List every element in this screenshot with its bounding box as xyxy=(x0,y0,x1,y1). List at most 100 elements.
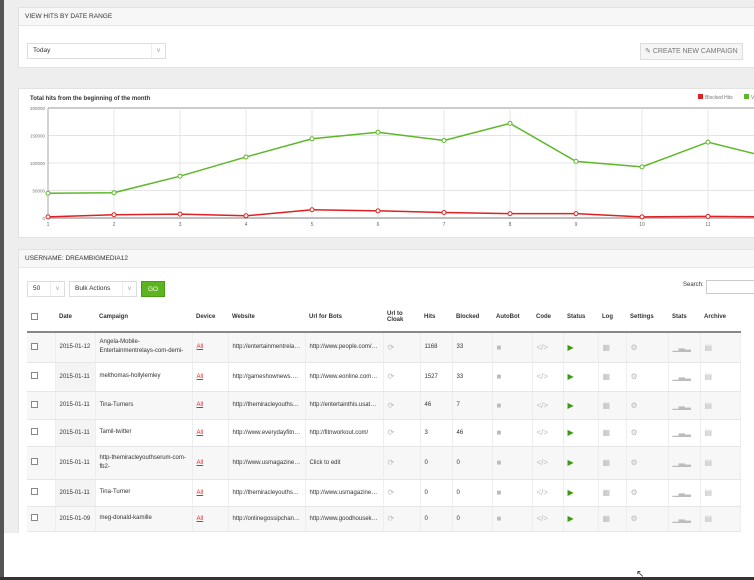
autobot-android-icon[interactable]: ■ xyxy=(496,514,502,523)
code-icon[interactable]: </> xyxy=(536,342,549,352)
stats-chart-cell[interactable]: ▁▃▂ xyxy=(668,419,701,447)
column-header-date[interactable]: Date xyxy=(55,303,95,333)
code-cell[interactable]: </> xyxy=(532,391,564,420)
data-point[interactable] xyxy=(507,120,513,126)
data-point[interactable] xyxy=(111,190,117,196)
settings-gear-cell[interactable]: ⚙ xyxy=(626,362,669,392)
log-icon[interactable]: ▦ xyxy=(602,488,611,497)
campaign-cell[interactable]: http-themiracleyouthserum-com-fb2- xyxy=(95,446,193,480)
play-cell[interactable]: ▶ xyxy=(563,332,599,363)
archive-cell[interactable]: ▤ xyxy=(700,391,741,420)
log-icon[interactable]: ▦ xyxy=(602,342,611,352)
device-link[interactable]: All xyxy=(196,429,204,436)
code-cell[interactable]: </> xyxy=(532,419,564,447)
stats-chart-cell[interactable]: ▁▃▂ xyxy=(668,332,701,363)
settings-gear-icon[interactable]: ⚙ xyxy=(630,342,638,352)
settings-gear-cell[interactable]: ⚙ xyxy=(626,419,669,447)
stats-chart-cell[interactable]: ▁▃▂ xyxy=(668,506,701,532)
url-for-bots-cell[interactable]: http://www.goodhousekee... xyxy=(305,506,384,532)
device-cell[interactable]: All xyxy=(192,332,229,363)
code-icon[interactable]: </> xyxy=(536,428,549,437)
data-point[interactable] xyxy=(45,190,51,196)
column-header-url-for-bots[interactable]: Url for Bots xyxy=(305,303,383,333)
log-cell[interactable]: ▦ xyxy=(598,391,627,420)
play-cell[interactable]: ▶ xyxy=(563,479,599,507)
url-to-cloak-cell[interactable]: ⟳ xyxy=(383,362,421,392)
settings-gear-icon[interactable]: ⚙ xyxy=(630,514,638,523)
url-for-bots-cell[interactable]: http://www.eonline.com/n... xyxy=(305,362,384,392)
create-campaign-button[interactable]: ✎ CREATE NEW CAMPAIGN xyxy=(640,43,743,60)
column-header-hits[interactable]: Hits xyxy=(420,303,452,333)
data-point[interactable] xyxy=(705,139,711,145)
code-cell[interactable]: </> xyxy=(532,362,564,392)
code-cell[interactable]: </> xyxy=(532,506,564,532)
log-icon[interactable]: ▦ xyxy=(602,428,611,437)
refresh-icon[interactable]: ⟳ xyxy=(387,428,395,437)
refresh-icon[interactable]: ⟳ xyxy=(387,458,395,467)
play-cell[interactable]: ▶ xyxy=(563,446,599,480)
data-point[interactable] xyxy=(441,137,447,143)
log-cell[interactable]: ▦ xyxy=(598,419,627,447)
play-cell[interactable]: ▶ xyxy=(563,419,599,447)
code-cell[interactable]: </> xyxy=(532,446,564,480)
autobot-android-icon[interactable]: ■ xyxy=(496,428,502,437)
stats-chart-icon[interactable]: ▁▃▂ xyxy=(672,488,691,497)
autobot-android-cell[interactable]: ■ xyxy=(492,446,533,480)
log-icon[interactable]: ▦ xyxy=(602,458,611,467)
data-point[interactable] xyxy=(507,211,513,217)
url-to-cloak-cell[interactable]: ⟳ xyxy=(383,446,421,480)
data-point[interactable] xyxy=(375,129,381,135)
url-for-bots-cell[interactable]: http://www.usmagazine.c... xyxy=(305,479,384,507)
play-icon[interactable]: ▶ xyxy=(567,488,574,497)
autobot-android-cell[interactable]: ■ xyxy=(492,506,533,532)
column-header-autobot[interactable]: AutoBot xyxy=(492,303,532,333)
legend-label[interactable]: Blocked Hits xyxy=(705,95,733,101)
row-checkbox[interactable] xyxy=(27,446,56,480)
column-header-log[interactable]: Log xyxy=(598,303,626,333)
device-cell[interactable]: All xyxy=(192,506,229,532)
refresh-icon[interactable]: ⟳ xyxy=(387,400,395,410)
play-cell[interactable]: ▶ xyxy=(563,362,599,392)
data-point[interactable] xyxy=(111,212,117,218)
column-header-code[interactable]: Code xyxy=(532,303,563,333)
device-cell[interactable]: All xyxy=(192,479,229,507)
device-cell[interactable]: All xyxy=(192,446,229,480)
website-cell[interactable]: http://themiracleyouthser... xyxy=(228,479,306,507)
code-icon[interactable]: </> xyxy=(536,514,549,523)
log-cell[interactable]: ▦ xyxy=(598,332,627,363)
autobot-android-cell[interactable]: ■ xyxy=(492,332,533,363)
log-cell[interactable]: ▦ xyxy=(598,479,627,507)
log-cell[interactable]: ▦ xyxy=(598,446,627,480)
log-cell[interactable]: ▦ xyxy=(598,362,627,392)
autobot-android-cell[interactable]: ■ xyxy=(492,419,533,447)
archive-cell[interactable]: ▤ xyxy=(700,506,741,532)
play-icon[interactable]: ▶ xyxy=(567,400,574,410)
row-checkbox[interactable] xyxy=(27,391,56,420)
settings-gear-cell[interactable]: ⚙ xyxy=(626,391,669,420)
data-point[interactable] xyxy=(639,214,645,220)
url-to-cloak-cell[interactable]: ⟳ xyxy=(383,419,421,447)
column-header-stats[interactable]: Stats xyxy=(668,303,700,333)
settings-gear-icon[interactable]: ⚙ xyxy=(630,488,638,497)
search-input[interactable] xyxy=(706,280,754,294)
url-to-cloak-cell[interactable]: ⟳ xyxy=(383,332,421,363)
data-point[interactable] xyxy=(243,154,249,160)
archive-icon[interactable]: ▤ xyxy=(704,428,713,437)
column-header-status[interactable]: Status xyxy=(563,303,598,333)
device-cell[interactable]: All xyxy=(192,362,229,392)
refresh-icon[interactable]: ⟳ xyxy=(387,342,395,352)
archive-icon[interactable]: ▤ xyxy=(704,514,713,523)
data-point[interactable] xyxy=(705,213,711,219)
legend-label[interactable]: Valid Hits xyxy=(751,95,754,101)
url-to-cloak-cell[interactable]: ⟳ xyxy=(383,479,421,507)
data-point[interactable] xyxy=(309,207,315,213)
autobot-android-cell[interactable]: ■ xyxy=(492,479,533,507)
url-to-cloak-cell[interactable]: ⟳ xyxy=(383,506,421,532)
campaign-cell[interactable]: Tina-Turners xyxy=(95,391,193,420)
data-point[interactable] xyxy=(243,213,249,219)
url-for-bots-cell[interactable]: Click to edit xyxy=(305,446,384,480)
play-icon[interactable]: ▶ xyxy=(567,428,574,437)
website-cell[interactable]: http://onlinegossipchann... xyxy=(228,506,306,532)
code-icon[interactable]: </> xyxy=(536,372,549,381)
row-checkbox[interactable] xyxy=(27,479,56,507)
